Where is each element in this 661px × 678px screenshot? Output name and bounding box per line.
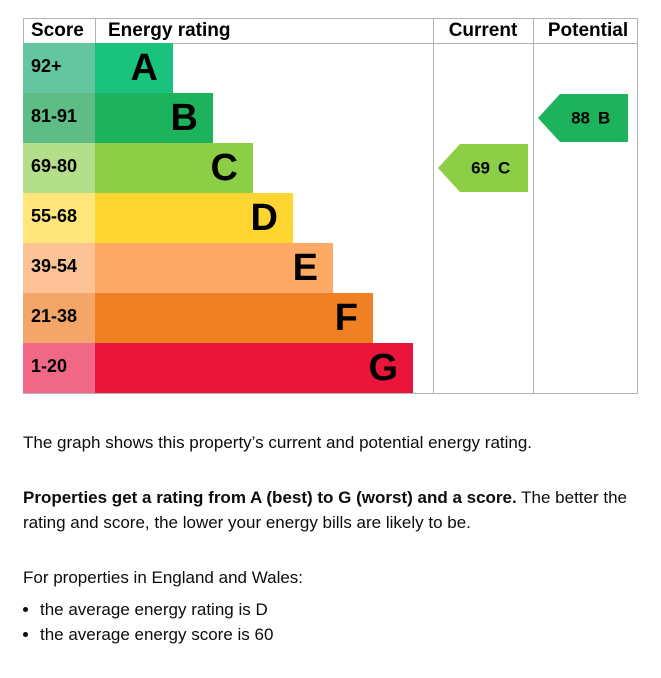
score-cell: [23, 293, 95, 343]
score-cell: [23, 143, 95, 193]
score-cell: [23, 43, 95, 93]
epc-graph: Score Energy rating Current Potential 92…: [23, 18, 638, 394]
explanation: Properties get a rating from A (best) to…: [23, 485, 638, 535]
score-cell: [23, 243, 95, 293]
intro: The graph shows this property’s current …: [23, 433, 533, 452]
score-band: 1-20: [31, 356, 67, 376]
current-score: 69: [471, 158, 490, 177]
rating-bar: [95, 193, 293, 243]
rating-bar: [95, 243, 333, 293]
rating-letter: F: [335, 297, 358, 339]
bold-text: Properties get a rating from A (best) to…: [23, 488, 517, 507]
bullet-list: the average energy rating is D the avera…: [0, 597, 660, 647]
rating-bar: [95, 343, 413, 393]
score-band: 69-80: [31, 156, 77, 176]
header-current: Current: [449, 20, 518, 41]
rating-bar: [95, 143, 253, 193]
score-cell: [23, 193, 95, 243]
rating-letter: B: [171, 97, 198, 139]
rating-letter: E: [293, 247, 318, 289]
bullet: the average energy rating is D: [40, 597, 660, 622]
potential-score: 88: [571, 108, 590, 127]
rating-bar: [95, 293, 373, 343]
rating-bar: [95, 93, 213, 143]
score-band: 81-91: [31, 106, 77, 126]
score-band: 55-68: [31, 206, 77, 226]
rating-letter: C: [211, 147, 238, 189]
potential-rating: B: [598, 108, 610, 127]
header-score: Score: [31, 20, 84, 41]
score-band: 92+: [31, 56, 62, 76]
rating-letter: D: [251, 197, 278, 239]
region: For properties in England and Wales:: [23, 568, 304, 587]
bullet: the average energy score is 60: [40, 622, 660, 647]
header-rating: Energy rating: [108, 20, 230, 41]
score-band: 39-54: [31, 256, 77, 276]
rating-letter: A: [131, 47, 158, 89]
score-band: 21-38: [31, 306, 77, 326]
score-cell: [23, 343, 95, 393]
rating-letter: G: [368, 347, 398, 389]
rating-bar: [95, 43, 173, 93]
text: The better the rating and score, the low…: [23, 488, 627, 532]
current-rating: C: [498, 158, 510, 177]
potential-arrow: [538, 94, 628, 142]
score-cell: [23, 93, 95, 143]
current-arrow: [438, 144, 528, 192]
header-potential: Potential: [548, 20, 628, 41]
